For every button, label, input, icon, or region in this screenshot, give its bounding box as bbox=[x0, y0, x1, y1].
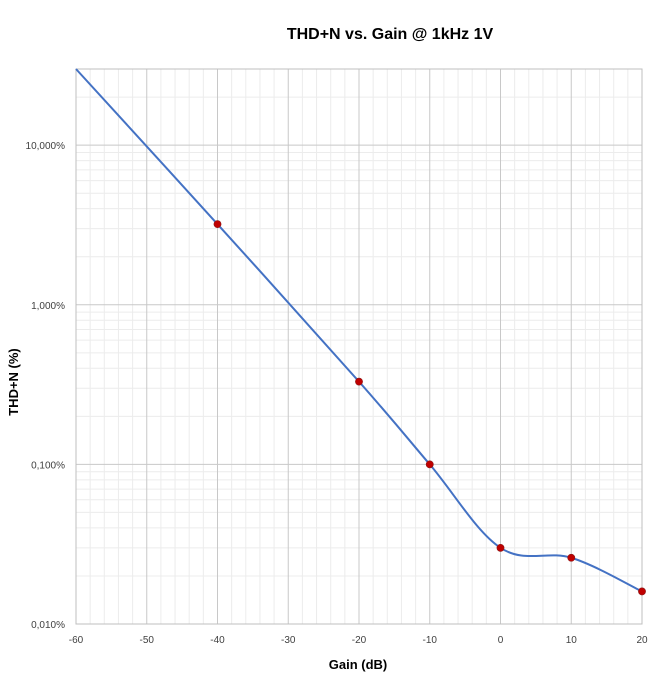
marker-layer bbox=[213, 220, 646, 596]
x-axis-title: Gain (dB) bbox=[329, 657, 388, 672]
chart-title: THD+N vs. Gain @ 1kHz 1V bbox=[287, 26, 494, 43]
y-tick-label: 0,100% bbox=[31, 460, 65, 471]
data-point-marker bbox=[425, 460, 434, 469]
x-tick-label: -20 bbox=[352, 635, 367, 646]
data-point-marker bbox=[638, 587, 646, 596]
y-tick-label: 1,000% bbox=[31, 301, 65, 312]
y-axis-title: THD+N (%) bbox=[6, 348, 21, 416]
series-layer bbox=[75, 68, 643, 593]
x-tick-label: 20 bbox=[636, 635, 648, 646]
data-point-marker bbox=[213, 220, 222, 229]
data-point-marker bbox=[567, 553, 576, 562]
major-gridlines bbox=[75, 69, 643, 625]
series-line bbox=[75, 68, 643, 593]
x-tick-label: 10 bbox=[566, 635, 578, 646]
plot-area-border bbox=[75, 68, 643, 625]
x-tick-label: -60 bbox=[69, 635, 84, 646]
y-tick-labels: 0,010% 0,100% 1,000% 10,000% bbox=[26, 141, 66, 631]
x-tick-label: -30 bbox=[281, 635, 296, 646]
x-tick-label: -50 bbox=[140, 635, 155, 646]
data-point-marker bbox=[496, 543, 505, 552]
minor-gridlines bbox=[76, 68, 642, 624]
data-point-marker bbox=[355, 377, 363, 386]
x-tick-label: -10 bbox=[423, 635, 438, 646]
y-tick-label: 0,010% bbox=[31, 620, 65, 631]
x-tick-label: 0 bbox=[498, 635, 504, 646]
y-tick-label: 10,000% bbox=[26, 141, 66, 152]
x-tick-labels: -60 -50 -40 -30 -20 -10 0 10 20 bbox=[69, 635, 648, 646]
x-tick-label: -40 bbox=[210, 635, 225, 646]
